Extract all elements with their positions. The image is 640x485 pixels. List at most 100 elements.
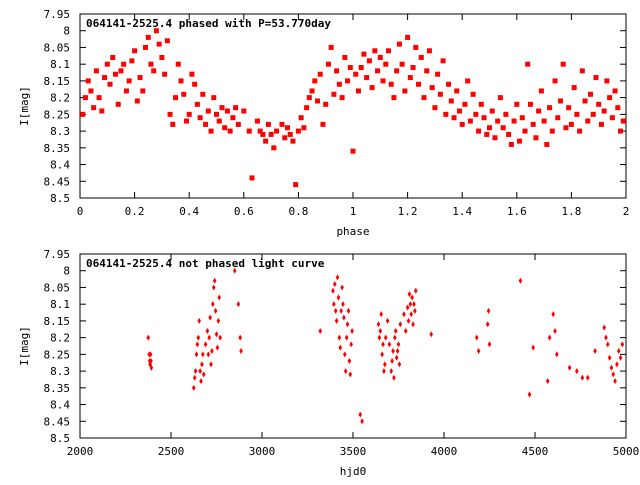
data-point [85, 78, 91, 84]
data-point [486, 307, 491, 314]
data-point [396, 41, 402, 47]
data-point [118, 68, 124, 74]
data-point [347, 358, 352, 365]
data-point [214, 331, 219, 338]
data-point [392, 374, 396, 381]
data-point [618, 128, 624, 134]
data-point [146, 334, 151, 341]
x-tick-label: 2500 [158, 445, 185, 458]
data-point [536, 108, 542, 114]
y-tick-label: 8 [63, 265, 70, 278]
data-point [333, 281, 337, 288]
data-point [162, 71, 168, 77]
data-point [497, 95, 503, 101]
data-point [342, 314, 346, 321]
data-point [331, 91, 337, 97]
data-point [328, 44, 334, 50]
data-point [279, 121, 285, 127]
data-point [338, 344, 343, 351]
data-point [295, 128, 301, 134]
data-point [517, 138, 523, 144]
data-point [271, 145, 277, 151]
data-point [563, 125, 569, 131]
data-point [620, 118, 626, 124]
data-point [353, 71, 359, 77]
data-point [197, 115, 203, 121]
data-point [615, 105, 621, 111]
data-point [304, 105, 310, 111]
data-point [145, 34, 151, 40]
data-point [216, 118, 222, 124]
y-tick-label: 8.4 [50, 159, 70, 172]
data-point [413, 44, 419, 50]
data-point [210, 348, 214, 355]
data-points [80, 28, 626, 188]
data-point [376, 321, 381, 328]
y-tick-label: 8.45 [44, 175, 71, 188]
x-axis-label: hjd0 [340, 465, 367, 478]
data-point [485, 321, 490, 328]
data-point [349, 341, 353, 348]
data-point [393, 327, 398, 334]
data-point [235, 121, 241, 127]
data-point [215, 344, 220, 351]
data-point [337, 334, 342, 341]
data-point [579, 68, 585, 74]
data-point [104, 61, 110, 67]
y-tick-label: 8.35 [44, 142, 71, 155]
data-point [511, 118, 517, 124]
data-point [531, 344, 535, 351]
data-point [432, 105, 438, 111]
y-tick-label: 7.95 [44, 8, 71, 21]
data-point [178, 78, 184, 84]
data-point [107, 81, 113, 87]
data-point [487, 341, 492, 348]
data-point [538, 88, 544, 94]
data-point [197, 317, 202, 324]
data-points [146, 267, 625, 425]
data-point [192, 81, 198, 87]
data-point [547, 105, 553, 111]
phased-light-curve-plot: 0 0.2 0.4 0.6 0.8 1 1.2 1.4 1.6 1.8 2 7.95 8 8.05 8.1 8… [18, 8, 629, 238]
data-point [388, 81, 394, 87]
data-point [429, 331, 434, 338]
x-tick-label: 1.8 [561, 205, 581, 218]
y-tick-label: 8.05 [44, 41, 71, 54]
data-point [403, 327, 408, 334]
x-tick-label: 4500 [522, 445, 549, 458]
data-point [604, 334, 608, 341]
data-point [380, 78, 386, 84]
data-point [574, 111, 580, 117]
y-tick-label: 8.25 [44, 108, 71, 121]
data-point [519, 115, 525, 121]
data-point [389, 368, 394, 375]
data-point [230, 115, 236, 121]
data-point [211, 301, 215, 308]
data-point [194, 351, 199, 358]
data-point [541, 118, 547, 124]
data-point [398, 321, 403, 328]
data-point [241, 108, 247, 114]
data-point [293, 182, 299, 188]
x-tick-label: 1.4 [452, 205, 472, 218]
data-point [309, 88, 315, 94]
x-tick-label: 0 [77, 205, 84, 218]
data-point [405, 304, 410, 311]
data-point [508, 141, 514, 147]
data-point [315, 98, 321, 104]
data-point [604, 78, 610, 84]
data-point [347, 65, 353, 71]
data-point [369, 85, 375, 91]
axis-ticks: 2000 2500 3000 3500 4000 4500 5000 7.95 8 8.05 8.1… [44, 248, 640, 458]
data-point [186, 111, 192, 117]
data-point [183, 118, 189, 124]
data-point [407, 291, 412, 298]
data-point [346, 307, 351, 314]
x-tick-label: 0.6 [234, 205, 254, 218]
data-point [421, 95, 427, 101]
x-axis-label: phase [336, 225, 369, 238]
data-point [201, 351, 205, 358]
data-point [409, 311, 414, 318]
data-point [233, 105, 239, 111]
data-point [193, 368, 198, 375]
